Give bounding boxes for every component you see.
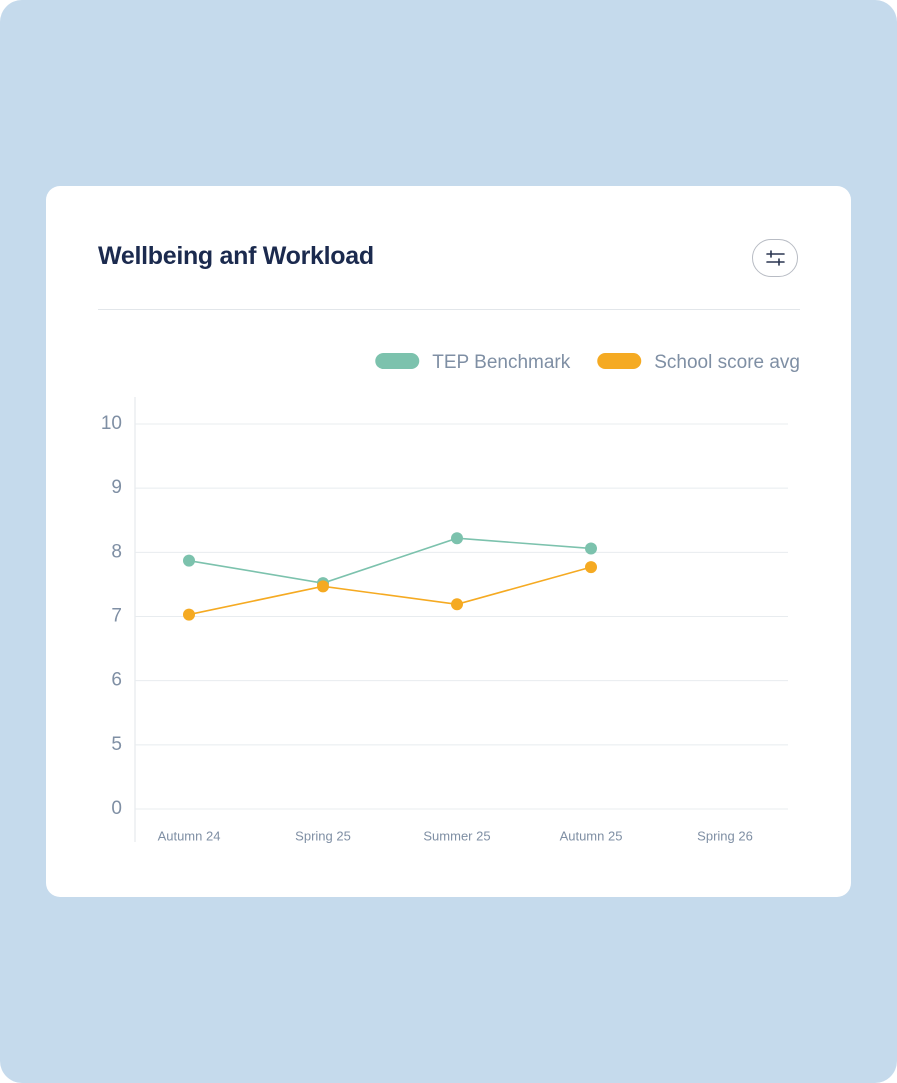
data-point: [585, 561, 597, 574]
data-point: [183, 554, 195, 567]
y-tick-label: 7: [111, 606, 122, 627]
data-point: [317, 580, 329, 593]
series-line: [188, 566, 592, 616]
legend-swatch: [597, 353, 642, 369]
x-tick-label: Autumn 24: [158, 828, 221, 843]
legend-swatch: [375, 353, 420, 369]
series-line: [188, 537, 592, 584]
x-tick-label: Spring 26: [697, 828, 753, 843]
filter-button[interactable]: [752, 239, 798, 277]
y-tick-label: 8: [111, 541, 122, 562]
y-tick-label: 0: [111, 798, 122, 819]
data-point: [585, 542, 597, 555]
data-point: [451, 598, 463, 611]
x-tick-label: Summer 25: [423, 828, 490, 843]
y-tick-label: 5: [111, 734, 122, 755]
divider: [98, 309, 800, 310]
y-tick-label: 9: [111, 477, 122, 498]
x-tick-label: Spring 25: [295, 828, 351, 843]
legend-label: TEP Benchmark: [432, 352, 570, 373]
x-tick-label: Autumn 25: [560, 828, 623, 843]
legend-label: School score avg: [654, 352, 800, 373]
data-point: [183, 608, 195, 621]
y-tick-label: 10: [101, 413, 122, 434]
card-title: Wellbeing anf Workload: [98, 242, 374, 270]
filter-icon: [766, 250, 785, 266]
data-point: [451, 532, 463, 545]
y-tick-label: 6: [111, 670, 122, 691]
